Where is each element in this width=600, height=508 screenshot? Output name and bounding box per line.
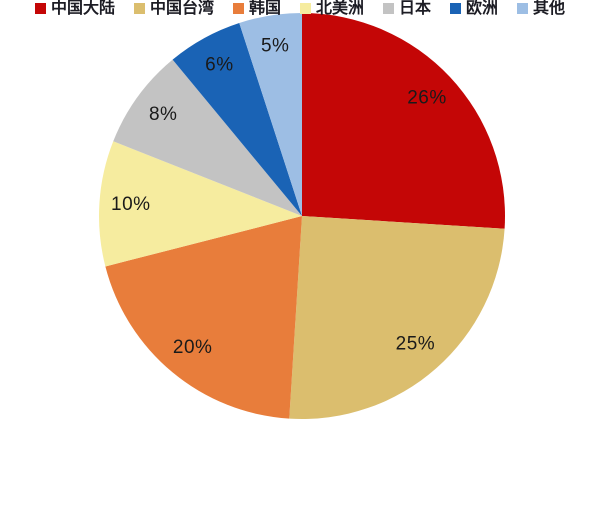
pie-slice-2 bbox=[105, 216, 302, 419]
legend-label: 韩国 bbox=[248, 0, 281, 17]
legend-label: 日本 bbox=[399, 0, 432, 17]
legend-label: 欧洲 bbox=[466, 0, 499, 17]
slice-data-label: 10% bbox=[111, 194, 151, 215]
legend-item-2: 韩国 bbox=[232, 0, 281, 17]
pie-slice-5 bbox=[172, 22, 302, 216]
pie-slice-0 bbox=[302, 13, 506, 229]
legend-item-3: 北美洲 bbox=[299, 0, 364, 17]
legend-item-5: 欧洲 bbox=[450, 0, 498, 16]
legend-label: 其他 bbox=[533, 0, 566, 17]
legend-label: 北美洲 bbox=[315, 0, 364, 17]
slice-data-label: 26% bbox=[407, 88, 447, 109]
chart-legend: 中国大陆 中国台湾 韩国 北美洲 日本 欧洲 其他 bbox=[0, 0, 600, 16]
legend-swatch-icon bbox=[133, 2, 145, 14]
legend-swatch-icon bbox=[232, 2, 244, 14]
pie-slice-3 bbox=[99, 141, 302, 267]
legend-swatch-icon bbox=[299, 2, 311, 14]
slice-data-label: 25% bbox=[396, 334, 436, 355]
legend-item-6: 其他 bbox=[517, 0, 565, 16]
slice-data-label: 6% bbox=[205, 55, 233, 76]
pie-slice-1 bbox=[289, 216, 505, 420]
pie-slice-4 bbox=[113, 59, 302, 217]
legend-item-1: 中国台湾 bbox=[133, 0, 214, 17]
slice-data-label: 5% bbox=[261, 36, 289, 57]
pie-slice-6 bbox=[239, 13, 302, 216]
legend-label: 中国大陆 bbox=[50, 0, 115, 17]
legend-item-4: 日本 bbox=[383, 0, 431, 16]
legend-swatch-icon bbox=[517, 2, 529, 14]
legend-swatch-icon bbox=[383, 2, 394, 14]
legend-item-0: 中国大陆 bbox=[34, 0, 115, 17]
pie-chart: 26% 25% 20% 10% 8% 6% 5% bbox=[99, 13, 506, 420]
legend-label: 中国台湾 bbox=[149, 0, 214, 17]
legend-swatch-icon bbox=[34, 2, 46, 14]
slice-data-label: 8% bbox=[149, 104, 177, 125]
legend-swatch-icon bbox=[450, 2, 462, 14]
slice-data-label: 20% bbox=[173, 337, 213, 358]
